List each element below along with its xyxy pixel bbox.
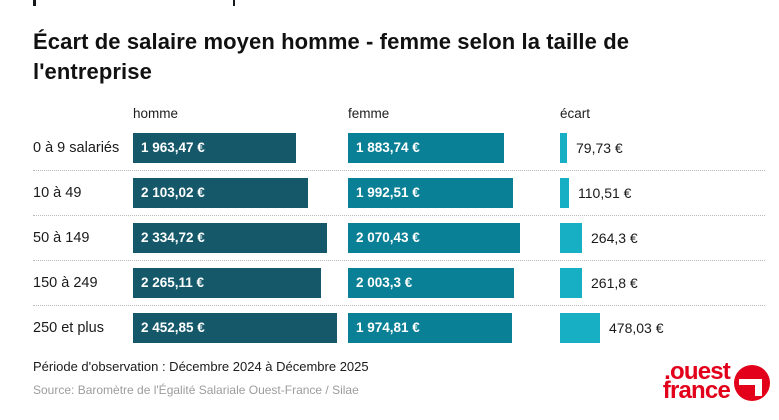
- bar-value-homme: 2 265,11 €: [141, 275, 205, 290]
- ouest-france-logo: .ouest france: [640, 358, 770, 413]
- ecart-value: 478,03 €: [609, 320, 664, 336]
- column-header-homme: homme: [133, 106, 179, 121]
- bar-homme: 2 103,02 €: [133, 178, 308, 208]
- bar-femme: 1 883,74 €: [348, 133, 504, 163]
- bar-femme: 1 992,51 €: [348, 178, 513, 208]
- table-row: 0 à 9 salariés 1 963,47 € 1 883,74 € 79,…: [0, 133, 779, 163]
- bar-value-femme: 2 070,43 €: [356, 230, 420, 245]
- row-label: 250 et plus: [33, 320, 104, 336]
- ecart-value: 110,51 €: [578, 185, 632, 201]
- bar-homme: 2 265,11 €: [133, 268, 321, 298]
- row-separator: [33, 305, 765, 306]
- row-label: 150 à 249: [33, 275, 98, 291]
- cropped-text-remnant: [33, 0, 36, 6]
- table-row: 250 et plus 2 452,85 € 1 974,81 € 478,03…: [0, 313, 779, 343]
- cropped-text-remnant: [233, 0, 235, 6]
- page-title-line1: Écart de salaire moyen homme - femme sel…: [33, 29, 630, 54]
- page-title-line2: l'entreprise: [33, 59, 152, 84]
- bar-ecart: [560, 133, 567, 163]
- page-title: Écart de salaire moyen homme - femme sel…: [33, 27, 753, 87]
- ecart-cell: 110,51 €: [560, 178, 631, 208]
- bar-value-femme: 1 974,81 €: [356, 320, 420, 335]
- row-label: 10 à 49: [33, 185, 82, 201]
- ecart-value: 264,3 €: [591, 230, 638, 246]
- ecart-cell: 79,73 €: [560, 133, 623, 163]
- bar-value-homme: 2 103,02 €: [141, 185, 205, 200]
- logo-line-france: france: [662, 377, 731, 404]
- bar-value-homme: 2 334,72 €: [141, 230, 205, 245]
- bar-value-homme: 2 452,85 €: [141, 320, 205, 335]
- bar-ecart: [560, 223, 582, 253]
- bar-homme: 1 963,47 €: [133, 133, 296, 163]
- bar-value-femme: 2 003,3 €: [356, 275, 413, 290]
- ouest-france-logo-text: .ouest france: [662, 358, 731, 404]
- bar-homme: 2 452,85 €: [133, 313, 337, 343]
- bar-ecart: [560, 313, 600, 343]
- bar-ecart: [560, 178, 569, 208]
- table-row: 10 à 49 2 103,02 € 1 992,51 € 110,51 €: [0, 178, 779, 208]
- ecart-value: 261,8 €: [591, 275, 638, 291]
- bar-ecart: [560, 268, 582, 298]
- row-label: 0 à 9 salariés: [33, 140, 120, 156]
- row-separator: [33, 260, 765, 261]
- row-separator: [33, 170, 765, 171]
- bar-value-homme: 1 963,47 €: [141, 140, 205, 155]
- bar-homme: 2 334,72 €: [133, 223, 327, 253]
- ouest-france-f-icon: [734, 365, 770, 401]
- logo-line-ouest: .ouest: [664, 358, 731, 385]
- bar-value-femme: 1 883,74 €: [356, 140, 420, 155]
- bar-femme: 1 974,81 €: [348, 313, 512, 343]
- ecart-cell: 261,8 €: [560, 268, 638, 298]
- source-credit: Source: Baromètre de l'Égalité Salariale…: [33, 383, 359, 397]
- table-row: 150 à 249 2 265,11 € 2 003,3 € 261,8 €: [0, 268, 779, 298]
- ecart-cell: 478,03 €: [560, 313, 664, 343]
- column-header-ecart: écart: [560, 106, 591, 121]
- row-separator: [33, 215, 765, 216]
- ecart-value: 79,73 €: [576, 140, 623, 156]
- column-header-femme: femme: [348, 106, 390, 121]
- bar-value-femme: 1 992,51 €: [356, 185, 420, 200]
- ecart-cell: 264,3 €: [560, 223, 638, 253]
- bar-femme: 2 003,3 €: [348, 268, 514, 298]
- table-row: 50 à 149 2 334,72 € 2 070,43 € 264,3 €: [0, 223, 779, 253]
- observation-period: Période d'observation : Décembre 2024 à …: [33, 359, 369, 374]
- bar-femme: 2 070,43 €: [348, 223, 520, 253]
- row-label: 50 à 149: [33, 230, 90, 246]
